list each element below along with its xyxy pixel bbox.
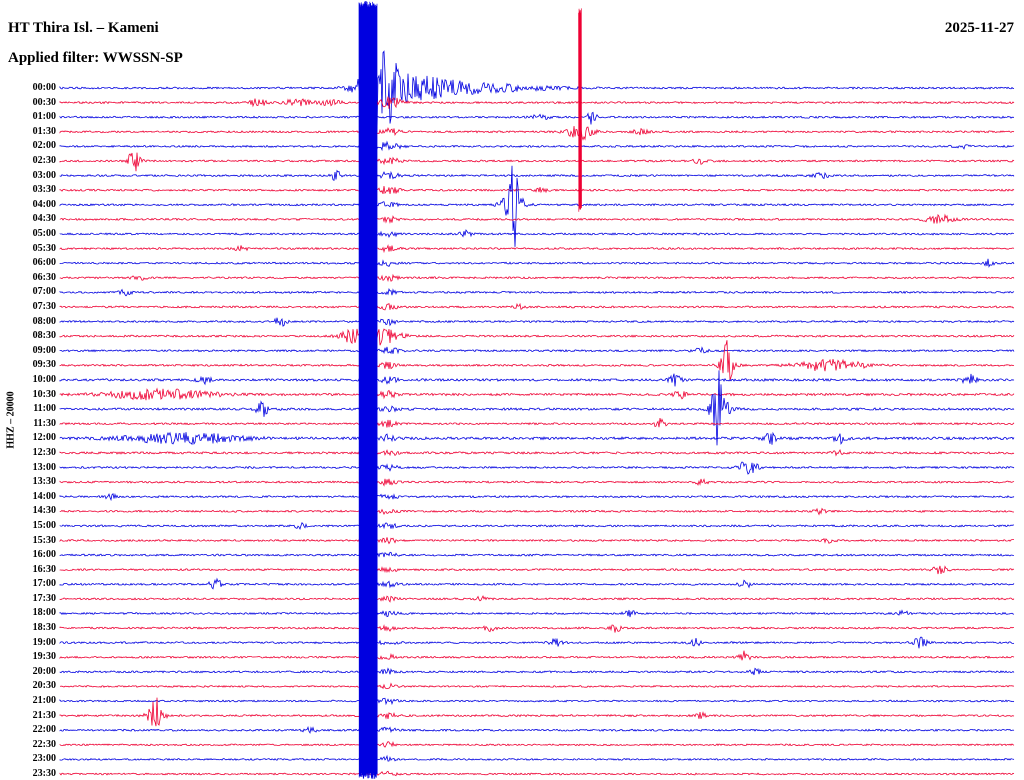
time-label: 10:00 [32,373,56,385]
time-label: 05:00 [32,228,56,239]
time-label: 04:00 [32,198,56,210]
time-label: 09:30 [32,359,56,371]
time-label: 21:00 [32,695,56,706]
time-label: 13:30 [32,476,56,488]
filter-label: Applied filter: WWSSN-SP [8,50,183,66]
time-label: 04:30 [32,213,56,225]
time-label: 23:00 [32,753,56,765]
time-label: 22:00 [32,724,56,736]
time-label: 16:00 [32,549,56,561]
time-label: 14:30 [32,505,56,517]
time-label: 17:00 [32,578,56,590]
time-label: 07:30 [32,300,56,312]
time-label: 11:30 [33,417,56,429]
time-label: 08:00 [32,315,56,327]
time-label: 15:30 [32,534,56,546]
time-label: 00:30 [32,96,56,108]
time-label: 21:30 [32,709,56,721]
time-label: 16:30 [32,563,56,575]
time-label: 01:30 [32,125,56,137]
time-label: 11:00 [33,403,56,415]
time-label: 06:30 [32,271,56,283]
time-label: 03:00 [32,169,56,181]
time-label: 20:30 [32,680,56,692]
station-title: HT Thira Isl. – Kameni [8,20,159,36]
time-label: 00:00 [32,82,56,93]
time-label: 12:00 [32,432,56,444]
time-label: 02:00 [32,140,56,152]
time-label: 18:30 [32,622,56,633]
time-label: 14:00 [32,490,56,502]
time-label: 08:30 [32,330,56,342]
time-label: 05:30 [32,242,56,254]
time-label: 19:30 [32,651,56,663]
time-label: 01:00 [32,111,56,123]
time-label: 19:00 [32,636,56,648]
time-label: 18:00 [32,607,56,619]
time-label: 23:30 [32,768,56,779]
time-label: 03:30 [32,184,56,196]
time-label: 22:30 [32,738,56,750]
time-label: 07:00 [32,286,56,298]
time-label: 02:30 [32,155,56,166]
time-label: 15:00 [32,519,56,531]
time-label: 12:30 [32,446,56,458]
date-label: 2025-11-27 [944,20,1014,36]
time-label: 10:30 [32,388,56,400]
time-label: 06:00 [32,257,56,269]
time-label: 09:00 [32,344,56,356]
time-label: 13:00 [32,461,56,473]
time-label: 17:30 [32,592,56,604]
time-label: 20:00 [32,665,56,677]
